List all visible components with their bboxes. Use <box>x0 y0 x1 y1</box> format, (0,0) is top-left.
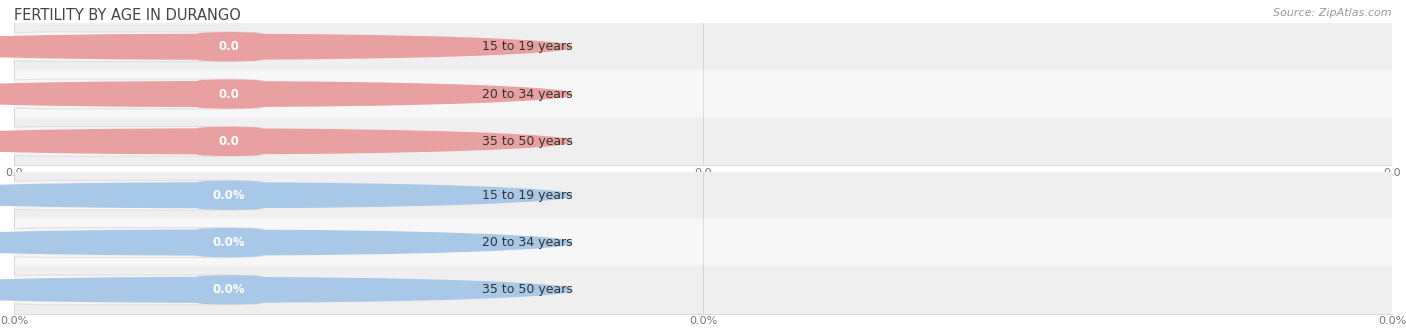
FancyBboxPatch shape <box>197 32 260 62</box>
Text: 0.0%: 0.0% <box>212 283 245 296</box>
Text: 0.0: 0.0 <box>218 87 239 101</box>
Text: 0.0: 0.0 <box>218 135 239 148</box>
Text: 20 to 34 years: 20 to 34 years <box>482 236 572 249</box>
Text: 15 to 19 years: 15 to 19 years <box>482 189 572 202</box>
FancyBboxPatch shape <box>8 126 263 156</box>
Circle shape <box>0 129 572 154</box>
Circle shape <box>0 34 572 59</box>
FancyBboxPatch shape <box>197 228 260 257</box>
Text: 35 to 50 years: 35 to 50 years <box>482 283 572 296</box>
Circle shape <box>0 82 572 106</box>
Bar <box>14 70 1392 118</box>
Text: 0.0%: 0.0% <box>212 189 245 202</box>
FancyBboxPatch shape <box>197 275 260 305</box>
FancyBboxPatch shape <box>8 181 263 210</box>
Text: 0.0%: 0.0% <box>212 236 245 249</box>
Bar <box>14 23 1392 70</box>
FancyBboxPatch shape <box>197 181 260 210</box>
Bar <box>14 118 1392 165</box>
FancyBboxPatch shape <box>8 32 263 62</box>
FancyBboxPatch shape <box>197 126 260 156</box>
Text: FERTILITY BY AGE IN DURANGO: FERTILITY BY AGE IN DURANGO <box>14 8 240 23</box>
FancyBboxPatch shape <box>197 79 260 109</box>
Text: 15 to 19 years: 15 to 19 years <box>482 40 572 53</box>
Circle shape <box>0 278 572 302</box>
Circle shape <box>0 183 572 208</box>
FancyBboxPatch shape <box>8 79 263 109</box>
FancyBboxPatch shape <box>8 275 263 305</box>
Bar <box>14 172 1392 219</box>
Bar <box>14 219 1392 266</box>
Text: 20 to 34 years: 20 to 34 years <box>482 87 572 101</box>
Circle shape <box>0 230 572 255</box>
Text: 35 to 50 years: 35 to 50 years <box>482 135 572 148</box>
Bar <box>14 266 1392 314</box>
FancyBboxPatch shape <box>8 228 263 257</box>
Text: 0.0: 0.0 <box>218 40 239 53</box>
Text: Source: ZipAtlas.com: Source: ZipAtlas.com <box>1274 8 1392 18</box>
